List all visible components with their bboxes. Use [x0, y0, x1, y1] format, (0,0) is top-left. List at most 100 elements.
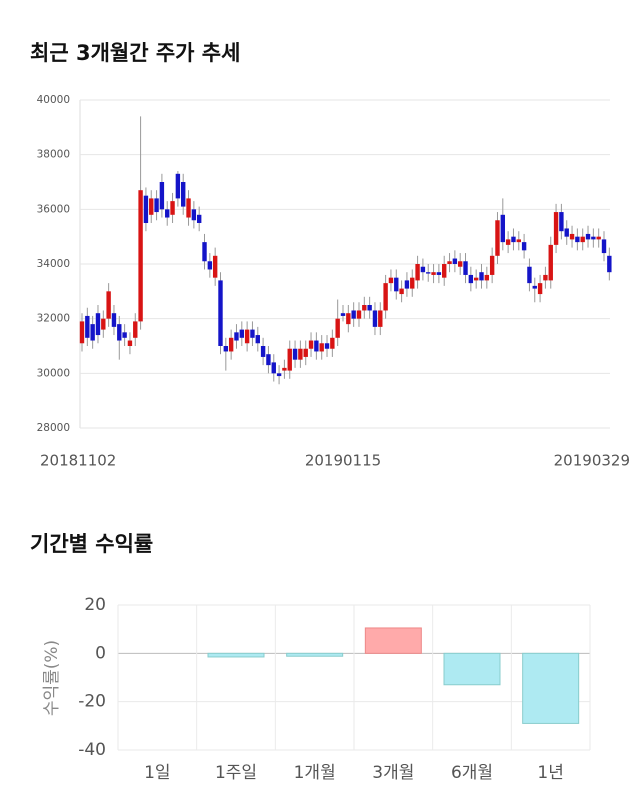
- candle-body: [548, 244, 553, 281]
- candle-body: [314, 340, 319, 352]
- candle-body: [532, 285, 537, 289]
- candle-body: [495, 220, 500, 256]
- candle-body: [559, 212, 564, 232]
- candle-body: [202, 242, 207, 262]
- candle-body: [335, 318, 340, 338]
- y-tick-label: 34000: [37, 258, 70, 270]
- candle-body: [452, 258, 458, 264]
- candle-body: [569, 233, 575, 240]
- candle-body: [415, 264, 420, 281]
- bar: [522, 652, 580, 724]
- candle-body: [356, 310, 362, 319]
- candle-body: [111, 313, 117, 327]
- candle-body: [479, 272, 484, 281]
- candle-body: [234, 332, 239, 341]
- candle-body: [95, 313, 101, 336]
- candle-body: [378, 310, 383, 327]
- candle-body: [223, 346, 229, 352]
- y-tick-label: 28000: [37, 422, 70, 434]
- candle-body: [85, 315, 90, 338]
- x-tick-label: 1주일: [215, 763, 257, 783]
- candle-body: [553, 212, 559, 245]
- candle-body: [500, 214, 506, 243]
- candle-body: [468, 274, 474, 284]
- candle-body: [122, 332, 127, 338]
- y-tick-label: -20: [78, 692, 106, 712]
- candle-body: [463, 261, 468, 275]
- candle-body: [351, 310, 356, 319]
- candle-body: [447, 261, 452, 264]
- candle-body: [276, 373, 282, 377]
- candle-body: [255, 335, 260, 344]
- candle-body: [250, 329, 255, 338]
- candle-body: [527, 266, 532, 284]
- candle-body: [159, 182, 165, 210]
- candle-body: [244, 329, 250, 344]
- candle-body: [367, 305, 372, 311]
- candle-body: [457, 261, 463, 267]
- candle-body: [575, 236, 580, 243]
- y-tick-label: 30000: [37, 367, 70, 379]
- candle-body: [521, 242, 527, 251]
- candle-body: [505, 239, 511, 245]
- candle-body: [212, 255, 218, 278]
- candle-body: [516, 239, 521, 243]
- candle-body: [292, 348, 298, 360]
- candle-body: [175, 173, 181, 199]
- candle-body: [298, 348, 303, 360]
- candle-body: [484, 274, 490, 281]
- candle-body: [585, 233, 591, 240]
- candle-body: [330, 337, 335, 349]
- candle-body: [149, 198, 154, 215]
- candle-body: [239, 329, 244, 338]
- candle-body: [436, 272, 442, 275]
- y-tick-label: 0: [95, 643, 106, 663]
- candle-body: [442, 264, 447, 278]
- candle-body: [346, 313, 351, 325]
- candle-body: [282, 367, 287, 371]
- candle-body: [260, 346, 266, 357]
- bar: [286, 652, 344, 657]
- candle-body: [399, 288, 404, 295]
- candle-body: [394, 277, 399, 292]
- y-tick-label: 32000: [37, 313, 70, 325]
- candle-body: [101, 318, 106, 330]
- candle-body: [362, 305, 367, 311]
- candle-body: [473, 277, 479, 281]
- candle-body: [218, 280, 223, 346]
- y-tick-label: 20: [84, 595, 106, 615]
- candle-body: [607, 255, 612, 273]
- candle-body: [580, 236, 585, 243]
- candle-body: [127, 340, 133, 346]
- chart-title: 최근 3개월간 주가 추세: [30, 41, 240, 65]
- y-tick-label: 38000: [37, 149, 70, 161]
- x-tick-label: 6개월: [451, 763, 493, 783]
- candle-body: [489, 255, 495, 275]
- candle-body: [170, 201, 175, 215]
- x-tick-label: 1일: [144, 763, 170, 783]
- candle-body: [181, 182, 186, 207]
- y-tick-label: -40: [78, 740, 106, 760]
- candle-body: [228, 337, 234, 352]
- candle-body: [266, 354, 271, 366]
- candle-body: [564, 228, 569, 237]
- candle-body: [543, 274, 548, 281]
- x-tick-label: 20190115: [305, 452, 381, 470]
- candle-body: [431, 272, 436, 275]
- candle-body: [117, 324, 122, 341]
- y-axis-label: 수익률(%): [42, 640, 62, 716]
- x-tick-label: 1개월: [294, 763, 336, 783]
- x-tick-label: 3개월: [372, 763, 414, 783]
- bar: [443, 652, 501, 686]
- bar: [207, 652, 265, 658]
- candle-body: [303, 348, 308, 357]
- candle-body: [191, 209, 197, 221]
- chart-title: 기간별 수익률: [30, 532, 153, 556]
- candle-body: [287, 348, 292, 371]
- y-tick-label: 40000: [37, 94, 70, 106]
- candle-body: [106, 291, 111, 319]
- y-tick-label: 36000: [37, 203, 70, 215]
- candle-body: [383, 283, 388, 311]
- candle-body: [596, 236, 601, 240]
- candle-body: [319, 343, 324, 352]
